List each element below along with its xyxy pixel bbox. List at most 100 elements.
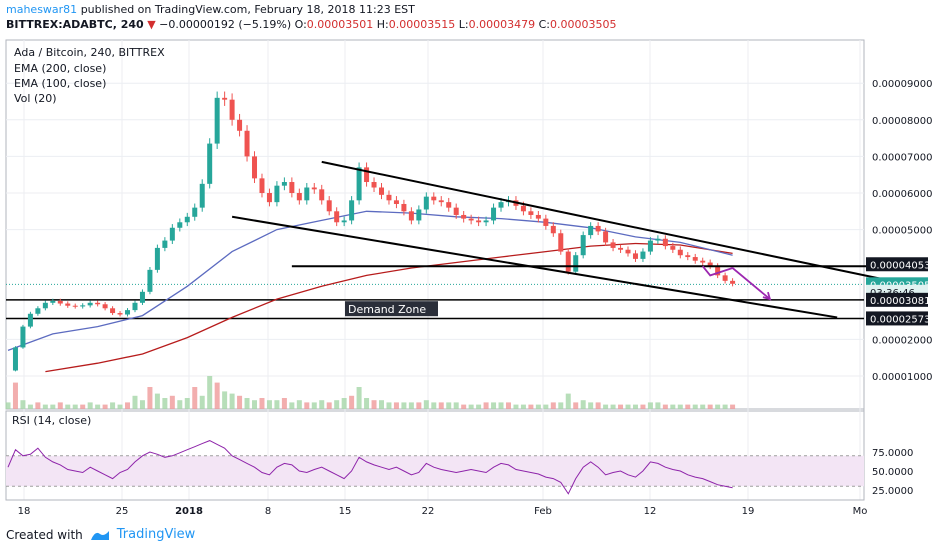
price-tick-label: 0.00007000 — [872, 152, 932, 163]
candle-body — [386, 194, 392, 201]
time-tick-label: 19 — [742, 506, 755, 517]
price-axis[interactable]: 0.00009000 0.00008000 0.00007000 0.00006000… — [872, 79, 932, 383]
legend-title: Ada / Bitcoin, 240, BITTREX — [14, 46, 165, 59]
candle-body — [326, 200, 332, 212]
candle-body — [461, 214, 467, 219]
candle-body — [229, 99, 235, 120]
volume-bar — [132, 395, 138, 409]
candle-body — [692, 257, 698, 261]
ohlc-line: BITTREX:ADABTC, 240 ▼ −0.00000192 (−5.19… — [6, 18, 616, 31]
volume-bar — [87, 402, 93, 409]
candle-body — [670, 246, 676, 250]
volume-bar — [177, 400, 183, 409]
projection-arrow — [702, 265, 771, 300]
low-label: L: — [458, 18, 469, 31]
candle-body — [416, 209, 422, 221]
volume-bar — [102, 404, 108, 409]
price-label-text: 0.00003081 — [870, 296, 930, 307]
volume-bar — [476, 404, 482, 409]
volume-bar — [12, 382, 18, 409]
candle-body — [565, 251, 571, 272]
candle-body — [87, 302, 93, 306]
candle-body — [364, 167, 370, 183]
candle-body — [72, 305, 78, 307]
candle-body — [259, 178, 265, 193]
price-tick-label: 0.00006000 — [872, 189, 932, 200]
author-link[interactable]: maheswar81 — [6, 3, 78, 16]
demand-zone-label: Demand Zone — [348, 303, 426, 316]
candle-body — [222, 97, 228, 100]
candle-body — [57, 300, 63, 304]
publish-text: published on TradingView.com, February 1… — [80, 3, 415, 16]
time-tick-label: Feb — [534, 506, 552, 517]
volume-bar — [139, 400, 145, 409]
volume-bar — [207, 376, 213, 409]
candle-body — [647, 240, 653, 252]
volume-bar — [483, 402, 489, 409]
candle-body — [12, 347, 18, 371]
volume-bar — [431, 402, 437, 409]
rsi-tick-label: 75.0000 — [872, 448, 913, 459]
time-axis[interactable]: 18 25 2018 8 15 22 Feb 12 19 Mo — [6, 499, 868, 517]
candle-body — [707, 262, 713, 267]
trendline — [321, 160, 883, 280]
candle-body — [266, 193, 272, 203]
volume-bar — [192, 387, 198, 409]
volume-bar — [65, 404, 71, 409]
price-pane[interactable] — [5, 39, 865, 410]
candle-body — [349, 200, 355, 221]
tradingview-logo-icon — [90, 530, 109, 540]
candle-body — [446, 202, 452, 208]
volume-bar — [334, 400, 340, 409]
volume-bars — [5, 376, 736, 409]
time-tick-label: Mo — [853, 506, 868, 517]
candle-body — [199, 183, 205, 208]
candle-body — [192, 207, 198, 217]
price-label-bg — [866, 311, 928, 326]
candle-body — [42, 302, 48, 309]
volume-bar — [349, 395, 355, 409]
candle-body — [618, 247, 624, 250]
price-label-bg — [866, 292, 928, 307]
candle-body — [573, 255, 579, 272]
volume-bar — [379, 400, 384, 409]
chart-area[interactable]: 75.0000 50.0000 25.0000 Demand Zone 0.0000… — [0, 36, 932, 520]
volume-bar — [266, 400, 272, 409]
price-label-text: 0.00004053 — [870, 260, 930, 271]
volume-bar — [528, 404, 534, 409]
candle-body — [438, 200, 444, 203]
tradingview-brand[interactable]: TradingView — [116, 527, 196, 542]
candle-body — [177, 222, 183, 228]
publish-line: maheswar81 published on TradingView.com,… — [6, 3, 415, 16]
volume-bar — [214, 382, 220, 409]
volume-bar — [632, 404, 638, 409]
candle-body — [27, 313, 33, 327]
volume-bar — [80, 404, 86, 409]
volume-bar — [319, 400, 325, 409]
volume-bar — [184, 398, 190, 409]
candle-body — [722, 275, 728, 281]
volume-bar — [57, 402, 63, 409]
volume-bar — [229, 393, 235, 409]
candle-body — [334, 211, 340, 223]
candle-body — [550, 225, 556, 234]
volume-bar — [535, 404, 541, 409]
legend-rsi: RSI (14, close) — [12, 414, 91, 427]
candle-body — [304, 187, 310, 201]
candle-body — [588, 225, 594, 236]
candle-body — [371, 182, 377, 188]
volume-bar — [386, 402, 392, 409]
volume-bar — [715, 404, 721, 409]
trendlines[interactable] — [231, 160, 897, 319]
volume-bar — [147, 387, 153, 409]
candle-body — [640, 251, 646, 259]
close-label: C: — [538, 18, 550, 31]
time-tick-label: 15 — [339, 506, 352, 517]
high-label: H: — [376, 18, 389, 31]
volume-bar — [603, 404, 609, 409]
volume-bar — [580, 400, 586, 409]
candle-body — [80, 305, 86, 307]
volume-bar — [408, 402, 414, 409]
created-with-label: Created with — [6, 527, 83, 542]
volume-bar — [326, 402, 332, 409]
